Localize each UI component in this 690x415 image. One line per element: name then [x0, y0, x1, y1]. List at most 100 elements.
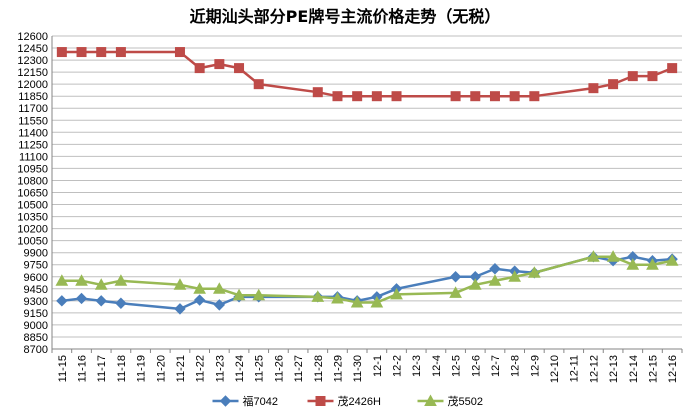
- data-point: [488, 274, 502, 286]
- x-tick-label: 11-22: [195, 355, 207, 382]
- x-tick-label: 11-17: [96, 355, 108, 382]
- data-point: [232, 288, 246, 301]
- x-tick-label: 12-11: [569, 355, 581, 382]
- series-2: [55, 250, 679, 308]
- x-tick-label: 11-21: [175, 355, 187, 382]
- y-tick-label: 9000: [24, 320, 48, 332]
- legend-label: 茂5502: [448, 394, 483, 408]
- y-tick-label: 9750: [24, 260, 48, 272]
- x-tick-label: 12-4: [431, 355, 443, 377]
- data-point: [449, 271, 462, 283]
- x-tick-label: 12-12: [588, 355, 600, 383]
- data-point: [212, 282, 226, 294]
- y-tick-label: 10050: [17, 236, 48, 248]
- x-tick-label: 11-24: [234, 355, 246, 382]
- y-tick-label: 11850: [18, 91, 48, 103]
- data-point: [627, 71, 638, 82]
- data-point: [665, 254, 679, 266]
- data-point: [626, 258, 640, 270]
- data-point: [75, 274, 88, 286]
- x-tick-label: 12-2: [392, 355, 404, 377]
- data-point: [115, 47, 126, 58]
- data-point: [371, 91, 382, 102]
- data-point: [606, 250, 620, 262]
- y-tick-label: 12450: [17, 43, 48, 55]
- x-tick-label: 12-1: [372, 355, 384, 377]
- series-line: [61, 50, 673, 98]
- data-point: [96, 47, 107, 58]
- x-tick-label: 11-23: [214, 355, 226, 382]
- data-point: [312, 87, 323, 98]
- data-point: [489, 91, 500, 102]
- x-tick-label: 12-3: [411, 355, 423, 377]
- legend-marker: [219, 395, 232, 407]
- data-point: [55, 274, 69, 286]
- data-point: [647, 71, 658, 82]
- x-tick-label: 12-9: [529, 355, 541, 377]
- data-point: [173, 278, 187, 290]
- y-tick-label: 11550: [18, 115, 48, 127]
- x-tick-label: 12-7: [490, 355, 502, 377]
- data-point: [391, 91, 402, 102]
- data-point: [94, 278, 108, 290]
- data-point: [608, 79, 619, 90]
- data-point: [470, 91, 481, 102]
- grid-layer: [52, 35, 682, 350]
- series-line: [61, 255, 673, 304]
- x-tick-label: 11-18: [116, 355, 128, 382]
- data-point: [646, 258, 659, 270]
- data-point: [174, 303, 186, 315]
- data-point: [588, 83, 599, 94]
- y-tick-label: 11100: [19, 151, 48, 163]
- data-point: [468, 278, 482, 290]
- data-point: [114, 274, 128, 286]
- y-tick-label: 10500: [17, 200, 48, 212]
- y-tick-label: 10200: [17, 224, 48, 236]
- data-point: [332, 91, 343, 102]
- legend-label: 茂2426H: [338, 394, 381, 408]
- data-point: [508, 270, 522, 282]
- y-tick-label: 9450: [24, 284, 48, 296]
- legend-item: 茂5502: [417, 394, 483, 408]
- y-tick-label: 11400: [18, 127, 48, 139]
- data-point: [115, 297, 127, 309]
- y-tick-label: 10950: [17, 163, 48, 175]
- data-point: [352, 91, 363, 102]
- x-tick-label: 11-16: [77, 355, 89, 382]
- data-point: [252, 288, 266, 301]
- data-point: [214, 59, 225, 70]
- data-point: [311, 290, 325, 302]
- data-point: [450, 91, 461, 102]
- data-point: [331, 291, 344, 304]
- x-tick-label: 12-15: [647, 355, 659, 383]
- x-tick-label: 12-14: [628, 355, 640, 383]
- data-point: [529, 91, 540, 102]
- x-tick-label: 11-20: [155, 355, 167, 382]
- x-tick-label: 11-15: [57, 355, 69, 382]
- y-tick-label: 8850: [24, 332, 48, 344]
- legend-label: 福7042: [243, 394, 278, 408]
- data-point: [75, 292, 88, 305]
- legend-marker: [424, 394, 437, 406]
- data-point: [253, 79, 264, 90]
- data-point: [234, 63, 245, 74]
- y-tick-label: 12000: [17, 79, 48, 91]
- data-point: [76, 47, 87, 58]
- data-point: [194, 63, 205, 74]
- y-tick-label: 10800: [17, 175, 48, 187]
- axis-layer: 8700885090009150930094509600975099001005…: [17, 31, 683, 383]
- data-point: [193, 282, 207, 294]
- y-tick-label: 12300: [17, 55, 48, 67]
- data-point: [193, 294, 206, 306]
- legend-item: 茂2426H: [307, 394, 381, 408]
- y-tick-label: 11700: [18, 103, 48, 115]
- legend-item: 福7042: [212, 394, 278, 408]
- data-point: [527, 266, 541, 278]
- data-point: [174, 47, 185, 58]
- x-tick-label: 11-28: [313, 355, 325, 382]
- x-tick-label: 12-6: [470, 355, 482, 377]
- data-point: [489, 263, 501, 275]
- x-tick-label: 11-25: [254, 355, 266, 382]
